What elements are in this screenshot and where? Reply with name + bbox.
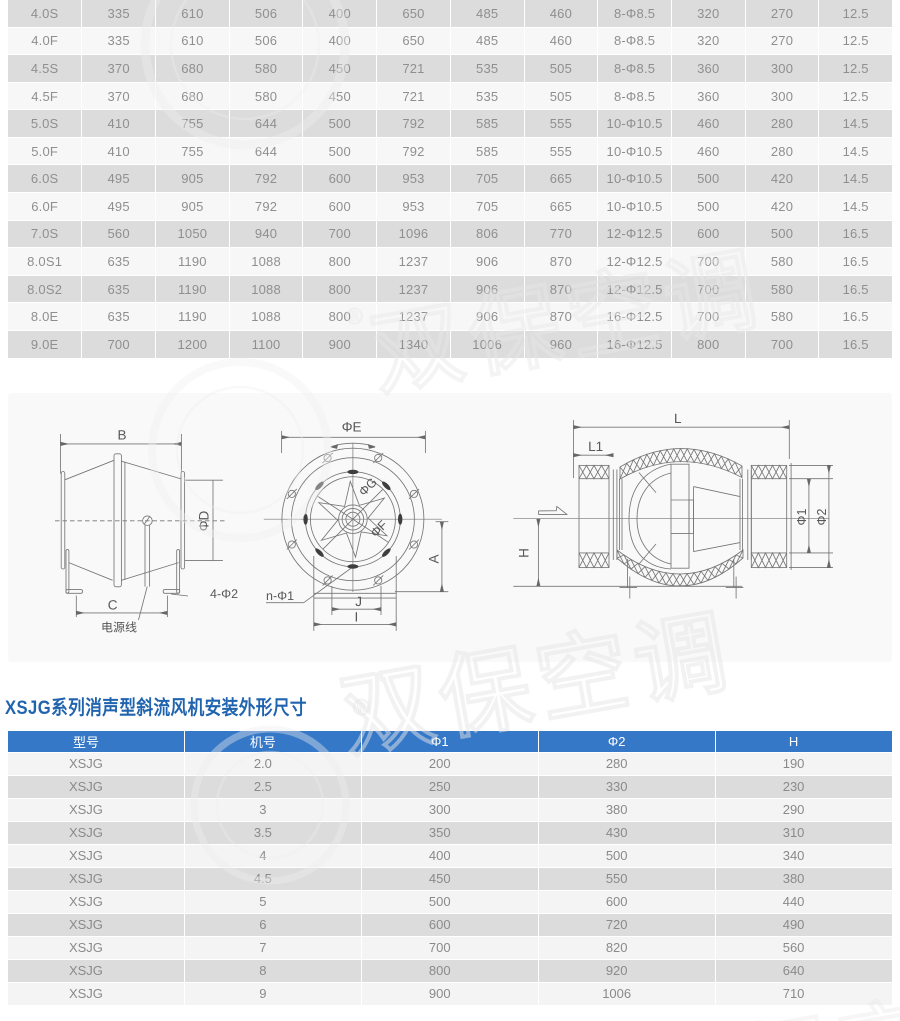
svg-text:电源线: 电源线 bbox=[101, 621, 137, 635]
svg-text:n-Φ1: n-Φ1 bbox=[266, 589, 294, 603]
svg-text:L: L bbox=[674, 411, 682, 426]
svg-text:4-Φ2: 4-Φ2 bbox=[210, 587, 238, 601]
svg-text:ΦE: ΦE bbox=[342, 420, 362, 435]
svg-text:B: B bbox=[117, 428, 126, 443]
svg-text:L1: L1 bbox=[588, 439, 603, 454]
svg-text:I: I bbox=[355, 610, 359, 625]
svg-text:C: C bbox=[108, 598, 118, 613]
svg-text:J: J bbox=[355, 594, 362, 609]
